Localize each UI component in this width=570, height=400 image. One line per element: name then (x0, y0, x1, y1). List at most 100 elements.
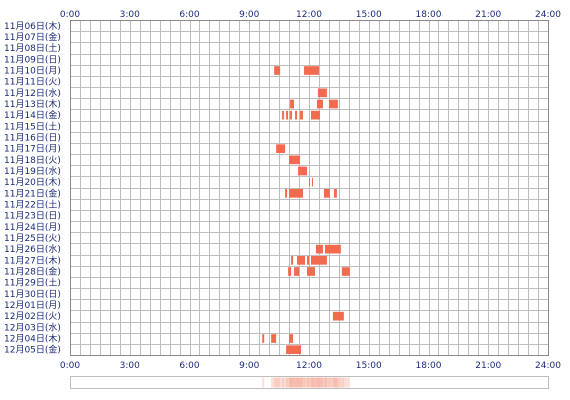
row-date-label: 12月04日(木) (4, 333, 61, 345)
row-date-label: 11月19日(水) (4, 165, 61, 177)
summary-strip-segment (289, 377, 304, 388)
activity-block (333, 189, 337, 198)
summary-strip-segment (310, 377, 327, 388)
row-date-label: 11月29日(土) (4, 277, 61, 289)
row-date-label: 11月26日(水) (4, 243, 61, 255)
x-tick-label-top: 0:00 (60, 10, 80, 20)
summary-strip-border (70, 376, 549, 389)
summary-strip-segment (310, 377, 320, 388)
row-date-label: 11月25日(火) (4, 233, 61, 244)
summary-strip-segment (294, 377, 300, 388)
x-tick-label-top: 6:00 (179, 10, 199, 20)
summary-strip-segment (323, 377, 330, 388)
row-date-label: 11月08日(土) (4, 42, 61, 54)
row-date-label: 11月11日(火) (4, 77, 61, 88)
summary-strip-segment (290, 377, 293, 388)
summary-strip-segment (289, 377, 294, 388)
activity-block (307, 256, 309, 265)
summary-strip-segment (288, 377, 292, 388)
x-tick-label-bottom: 18:00 (416, 361, 442, 371)
summary-strip-segment (315, 377, 323, 388)
summary-strip-segment (341, 377, 350, 388)
activity-block (317, 88, 327, 98)
activity-block (297, 256, 306, 265)
summary-strip-segment (307, 377, 315, 388)
row-date-label: 11月14日(金) (4, 109, 61, 121)
activity-block (295, 110, 298, 120)
activity-block (262, 334, 265, 343)
row-date-label: 11月10日(月) (4, 66, 61, 77)
activity-block (290, 110, 293, 120)
row-date-label: 11月27日(木) (4, 254, 61, 266)
activity-block (310, 110, 320, 120)
summary-strip-segment (300, 377, 304, 388)
activity-block (289, 189, 304, 198)
activity-block (290, 99, 295, 109)
row-date-label: 12月03日(水) (4, 321, 61, 333)
row-date-label: 11月13日(木) (4, 98, 61, 110)
activity-block (324, 244, 341, 254)
activity-block (310, 256, 327, 265)
summary-strip-segment (271, 377, 277, 388)
activity-block (282, 110, 285, 120)
activity-block (288, 267, 292, 276)
x-tick-label-top: 9:00 (239, 10, 259, 20)
x-tick-label-top: 12:00 (296, 10, 322, 20)
row-date-label: 11月16日(日) (4, 133, 61, 144)
summary-strip-segment (286, 377, 302, 388)
activity-block (316, 99, 323, 109)
x-tick-label-bottom: 24:00 (535, 361, 561, 371)
summary-strip-segment (274, 377, 281, 388)
summary-strip-segment (282, 377, 285, 388)
row-date-label: 11月24日(月) (4, 222, 61, 233)
activity-block (332, 311, 344, 321)
activity-block (300, 110, 304, 120)
activity-block (289, 155, 301, 165)
row-date-label: 11月12日(水) (4, 87, 61, 99)
row-date-label: 11月30日(日) (4, 289, 61, 300)
activity-block (286, 110, 289, 120)
summary-strip-segment (298, 377, 308, 388)
summary-strip-segment (333, 377, 337, 388)
summary-strip-segment (324, 377, 341, 388)
activity-block (291, 256, 294, 265)
x-tick-label-bottom: 21:00 (475, 361, 501, 371)
row-date-label: 11月21日(金) (4, 187, 61, 199)
row-date-label: 11月09日(日) (4, 54, 61, 65)
summary-strip-segment (295, 377, 298, 388)
activity-block (274, 66, 281, 75)
activity-block (328, 99, 338, 109)
summary-strip-segment (290, 377, 295, 388)
x-tick-label-bottom: 3:00 (120, 361, 140, 371)
summary-strip-segment (289, 377, 301, 388)
x-tick-label-top: 15:00 (356, 10, 382, 20)
row-date-label: 11月18日(火) (4, 155, 61, 166)
summary-strip-segment (297, 377, 306, 388)
activity-block (286, 345, 302, 354)
row-date-label: 11月15日(土) (4, 120, 61, 132)
summary-strip-segment (317, 377, 327, 388)
row-date-label: 12月05日(金) (4, 344, 61, 356)
row-date-label: 12月02日(火) (4, 311, 61, 322)
activity-block (309, 177, 310, 187)
activity-block (323, 189, 330, 198)
x-tick-label-bottom: 12:00 (296, 361, 322, 371)
activity-block (304, 66, 319, 75)
activity-block (341, 267, 350, 276)
summary-strip-segment (328, 377, 338, 388)
x-tick-label-top: 21:00 (475, 10, 501, 20)
row-date-label: 11月07日(金) (4, 31, 61, 43)
activity-block (298, 166, 308, 176)
summary-strip-segment (291, 377, 294, 388)
row-date-label: 12月01日(月) (4, 300, 61, 311)
activity-block (307, 267, 315, 276)
row-date-label: 11月06日(木) (4, 20, 61, 32)
summary-strip-segment (307, 377, 309, 388)
x-tick-label-top: 18:00 (416, 10, 442, 20)
summary-strip-segment (262, 377, 265, 388)
summary-strip-segment (309, 377, 310, 388)
summary-strip-segment (286, 377, 289, 388)
summary-strip-segment (332, 377, 344, 388)
row-date-label: 11月22日(土) (4, 199, 61, 211)
